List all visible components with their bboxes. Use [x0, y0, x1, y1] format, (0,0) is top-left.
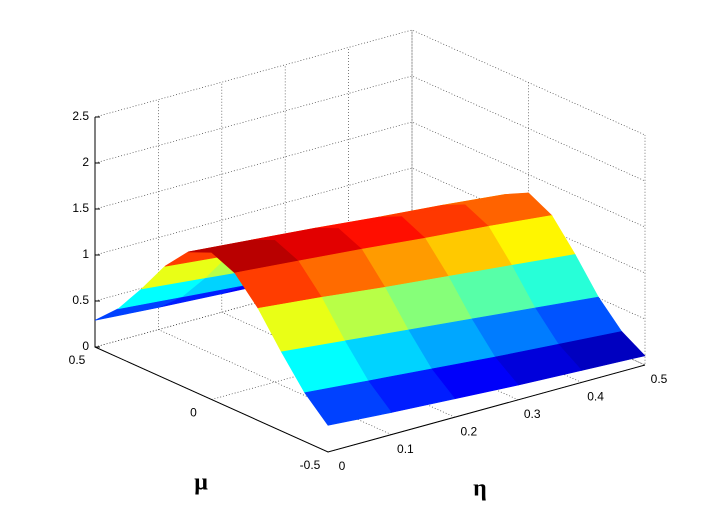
y-tick-label: 0: [190, 406, 197, 420]
x-tick-label: 0.5: [651, 372, 668, 386]
x-axis-label: η: [473, 476, 487, 502]
x-tick-label: 0.1: [397, 442, 414, 456]
z-tick-label: 2.5: [72, 109, 89, 123]
z-tick-label: 1: [82, 247, 89, 261]
x-tick-label: 0: [339, 459, 346, 473]
grid-line: [94, 75, 646, 182]
grid-line: [158, 99, 392, 435]
grid-line: [94, 29, 646, 136]
z-tick-label: 2: [82, 155, 89, 169]
z-tick-label: 1.5: [72, 201, 89, 215]
grid-line: [221, 82, 455, 418]
y-axis-label: μ: [194, 470, 208, 496]
surface-patch: [304, 380, 392, 426]
z-tick-label: 0.5: [72, 293, 89, 307]
axis-line: [94, 117, 646, 453]
y-tick-label: -0.5: [300, 458, 321, 472]
grid-line: [94, 121, 646, 228]
y-tick-label: 0.5: [69, 353, 86, 367]
x-tick-label: 0.3: [524, 407, 541, 421]
x-tick-label: 0.2: [460, 424, 477, 438]
x-tick-label: 0.4: [587, 390, 604, 404]
z-tick-label: 0: [82, 339, 89, 353]
